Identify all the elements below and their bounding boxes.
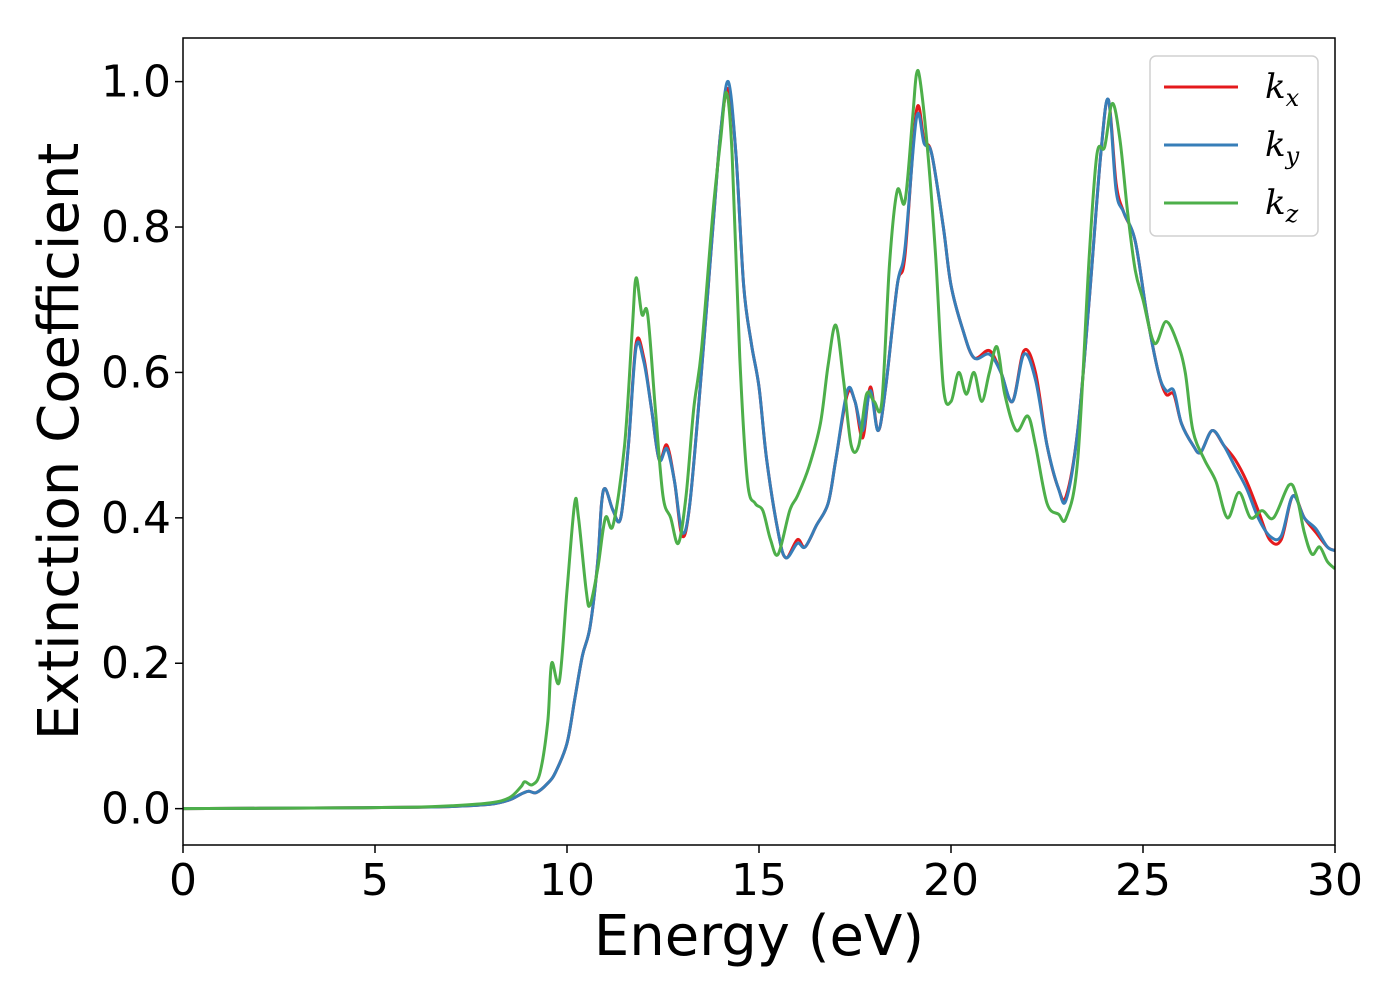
y-tick-label: 0.2 [101, 638, 171, 689]
legend-entry-k-x: kx [1164, 67, 1300, 112]
legend-label: kx [1265, 67, 1300, 112]
x-tick-label: 20 [923, 855, 979, 906]
series-line-k-z [183, 68, 1335, 811]
legend-label: kz [1265, 183, 1299, 228]
y-tick-label: 0.4 [101, 493, 171, 544]
x-tick-label: 25 [1115, 855, 1171, 906]
x-tick-label: 0 [169, 855, 197, 906]
x-tick-label: 30 [1307, 855, 1363, 906]
x-axis-ticks: 0 5 10 15 20 25 30 [169, 845, 1363, 906]
x-tick-label: 15 [731, 855, 787, 906]
y-tick-label: 0.8 [101, 202, 171, 253]
legend-entry-k-z: kz [1164, 183, 1299, 228]
y-axis-ticks: 0.0 0.2 0.4 0.6 0.8 1.0 [101, 57, 183, 835]
x-tick-label: 5 [361, 855, 389, 906]
legend-label: ky [1265, 125, 1300, 170]
y-tick-label: 0.0 [101, 784, 171, 835]
y-tick-label: 1.0 [101, 57, 171, 108]
legend-entry-k-y: ky [1164, 125, 1300, 170]
legend: kx ky kz [1149, 55, 1319, 237]
y-tick-label: 0.6 [101, 347, 171, 398]
x-tick-label: 10 [539, 855, 595, 906]
plot-lines [183, 68, 1335, 811]
y-axis-title: Extinction Coefficient [27, 143, 92, 741]
x-axis-title: Energy (eV) [594, 904, 924, 969]
